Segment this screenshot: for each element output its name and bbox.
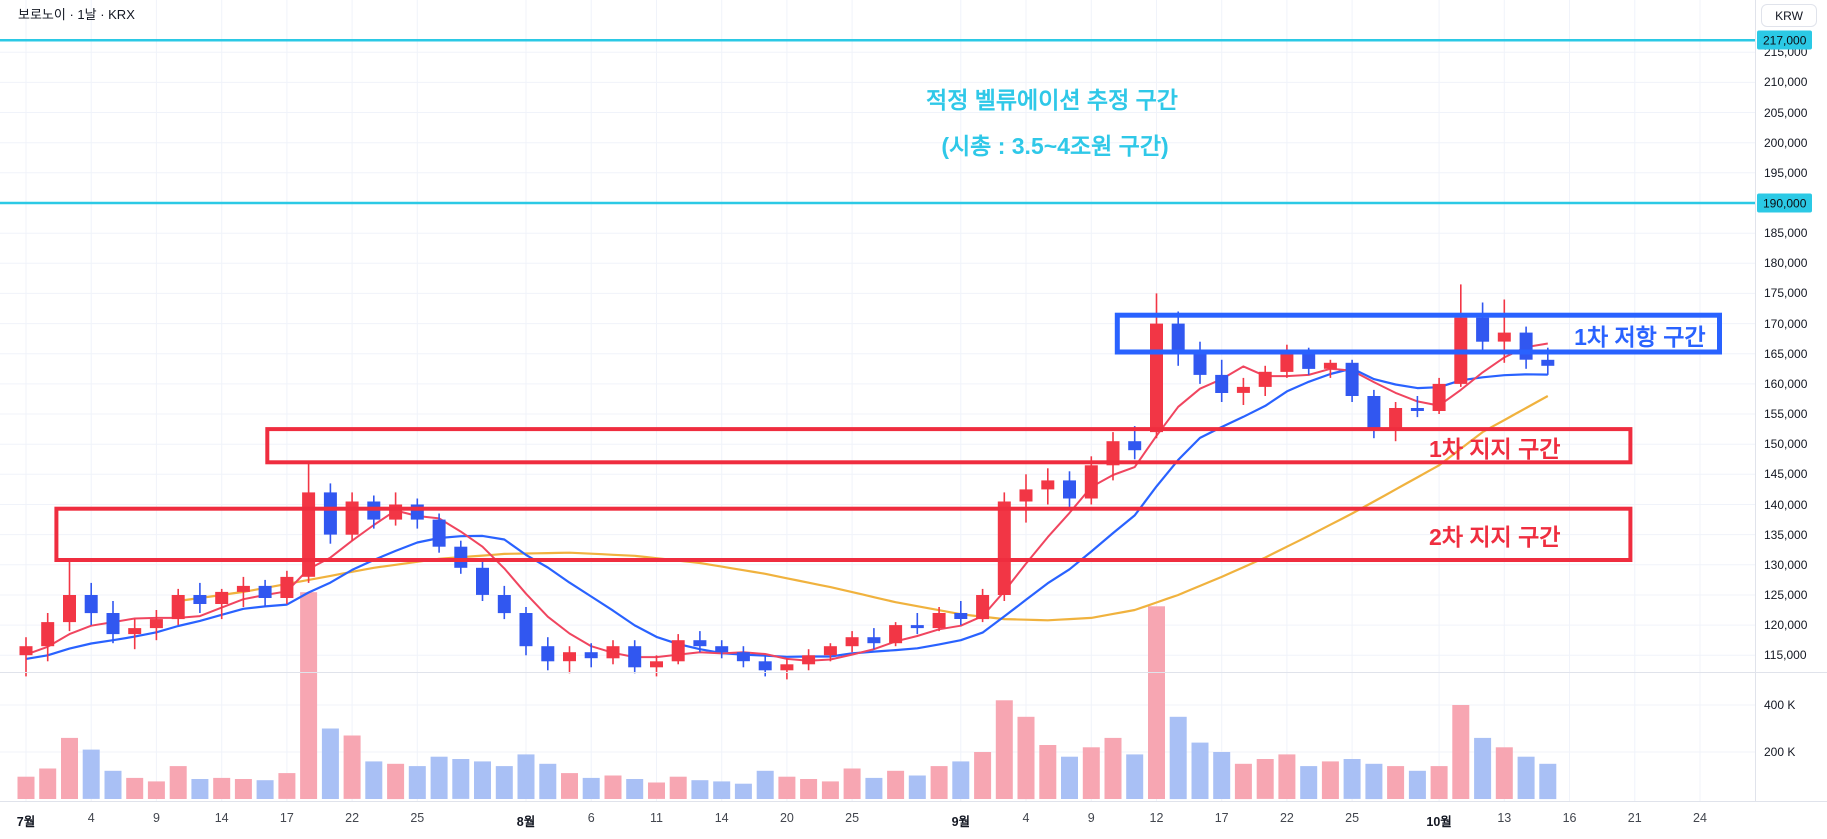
time-axis-label: 21	[1627, 811, 1642, 825]
time-axis-label: 4	[87, 811, 95, 825]
time-axis-label: 25	[1345, 811, 1360, 825]
symbol-title: 보로노이 · 1날 · KRX	[18, 7, 135, 22]
time-axis-label: 17	[279, 811, 294, 825]
price-axis-label: 120,000	[1764, 618, 1808, 633]
ma-mid-line[interactable]	[25, 367, 1548, 660]
time-axis-label: 16	[1562, 811, 1577, 825]
time-axis-label: 25	[845, 811, 860, 825]
time-axis-month-label: 7월	[16, 815, 36, 829]
price-axis-label: 180,000	[1764, 256, 1808, 271]
candlestick-layer	[19, 284, 1555, 680]
time-axis-month-label: 8월	[516, 815, 536, 829]
zone-box-1	[265, 427, 1633, 465]
volume-axis-label: 200 K	[1764, 745, 1796, 759]
time-axis-month-label: 9월	[951, 815, 971, 829]
valuation-annotation-line2[interactable]: (시총 : 3.5~4조원 구간)	[941, 133, 1169, 159]
time-axis-label: 14	[214, 811, 229, 825]
time-axis-label: 9	[152, 811, 160, 825]
time-axis-label: 20	[779, 811, 794, 825]
zone-box-2	[54, 506, 1633, 563]
price-axis-label: 135,000	[1764, 527, 1808, 542]
time-axis-label: 9	[1087, 811, 1095, 825]
support-zone-1-label[interactable]: 1차 지지 구간	[1429, 435, 1561, 462]
price-axis-label: 160,000	[1764, 376, 1808, 391]
price-axis-label: 165,000	[1764, 346, 1808, 361]
time-axis-label: 12	[1149, 811, 1164, 825]
time-axis-month-label: 10월	[1426, 815, 1452, 829]
price-axis-label: 140,000	[1764, 497, 1808, 512]
volume-layer	[17, 592, 1557, 800]
price-axis[interactable]: 217,000 190,000 215,000 210,000 205,000 200…	[1755, 0, 1827, 801]
price-axis-label: 150,000	[1764, 437, 1808, 452]
pane-separator[interactable]	[0, 672, 1827, 673]
price-axis-label: 210,000	[1764, 75, 1808, 90]
time-axis-label: 25	[410, 811, 425, 825]
time-axis-label: 4	[1022, 811, 1030, 825]
time-axis-label: 17	[1214, 811, 1229, 825]
time-axis-label: 11	[649, 811, 663, 825]
chart-canvas[interactable]	[0, 0, 1755, 801]
price-axis-label: 145,000	[1764, 467, 1808, 482]
time-axis-label: 22	[1279, 811, 1294, 825]
volume-axis-label: 400 K	[1764, 698, 1796, 712]
resistance-zone-label[interactable]: 1차 저항 구간	[1574, 323, 1706, 350]
price-level-tag-190000: 190,000	[1757, 193, 1813, 213]
price-axis-label: 175,000	[1764, 286, 1808, 301]
price-axis-label: 200,000	[1764, 135, 1808, 150]
ma-slow-line[interactable]	[178, 395, 1549, 622]
price-axis-label: 185,000	[1764, 226, 1808, 241]
time-axis-label: 13	[1497, 811, 1512, 825]
price-axis-label: 195,000	[1764, 165, 1808, 180]
price-axis-label: 205,000	[1764, 105, 1808, 120]
currency-toggle-button[interactable]: KRW	[1761, 4, 1817, 27]
zone-box-0	[1114, 312, 1723, 355]
price-axis-label: 115,000	[1764, 648, 1807, 663]
price-level-tag-217000: 217,000	[1757, 30, 1813, 50]
time-axis-label: 22	[345, 811, 360, 825]
time-axis[interactable]: 7월 4 9 14 17 22 25 8월 6 11 14 20 25 9월 4 9 12 17 22 25 10월 13…	[0, 801, 1827, 839]
valuation-annotation-line1[interactable]: 적정 벨류에이션 추정 구간	[926, 87, 1178, 113]
support-zone-2-label[interactable]: 2차 지지 구간	[1429, 524, 1561, 551]
price-axis-label: 155,000	[1764, 407, 1808, 422]
time-axis-label: 6	[587, 811, 595, 825]
time-axis-label: 14	[714, 811, 729, 825]
level-lines-layer[interactable]	[0, 38, 1755, 205]
grid-layer	[0, 0, 1755, 801]
price-axis-label: 125,000	[1764, 587, 1808, 602]
price-axis-label: 170,000	[1764, 316, 1808, 331]
price-axis-label: 130,000	[1764, 557, 1808, 572]
zone-boxes-layer[interactable]	[54, 312, 1723, 563]
time-axis-label: 24	[1693, 811, 1707, 825]
